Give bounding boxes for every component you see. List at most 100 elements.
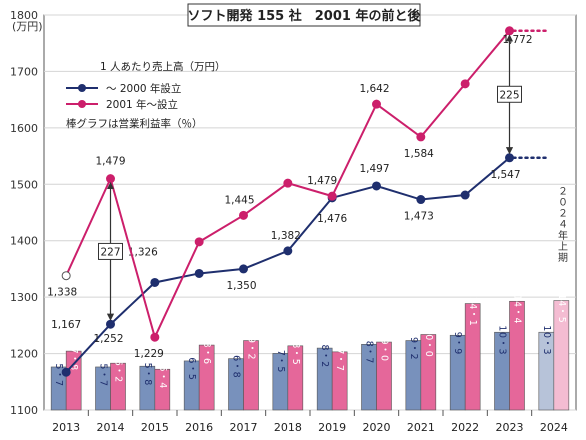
point-value-label: 1,382 [271, 230, 301, 242]
bar-value-label: 10・3 [497, 325, 508, 355]
bar [65, 350, 82, 411]
bar-value-label: 7・5 [275, 350, 286, 373]
data-point [505, 153, 514, 163]
y-unit-label: (万円) [12, 20, 43, 33]
data-point [61, 271, 71, 281]
y-tick-label: 1300 [10, 291, 38, 304]
difference-value: 227 [100, 246, 120, 258]
bar-value-label: 8・2 [319, 345, 330, 368]
point-value-label: 1,476 [317, 213, 347, 225]
bar-value-label: 5・7 [98, 363, 109, 386]
data-point [239, 264, 248, 274]
legend: 1 人あたり売上高（万円） ～ 2000 年設立 2001 年～設立 棒グラフは… [66, 60, 226, 130]
data-point [194, 268, 204, 278]
x-tick-label: 2021 [407, 421, 435, 434]
bar-value-label: 5・8 [142, 363, 153, 386]
data-point [150, 277, 160, 287]
y-tick-label: 1700 [10, 65, 38, 78]
data-point [372, 99, 381, 109]
bar [376, 341, 392, 411]
bar-value-label: 7・7 [334, 348, 345, 371]
data-point [194, 237, 204, 247]
difference-callouts: 227 225 [98, 34, 522, 321]
point-value-label: 1,338 [47, 287, 77, 299]
x-axis: 2013 2014 2015 2016 2017 2018 2019 2020 2021 2022… [52, 410, 568, 434]
bar-value-label: 5・4 [157, 366, 168, 389]
x-tick-label: 2019 [318, 421, 346, 434]
bar-value-label: 6・5 [186, 357, 197, 380]
difference-box [497, 85, 522, 103]
data-point [106, 174, 115, 184]
point-value-label: 1,547 [490, 169, 520, 181]
bar [553, 300, 570, 411]
bar-value-label: 8・5 [290, 342, 301, 365]
bar [287, 345, 304, 411]
point-value-label: 1,445 [224, 194, 254, 206]
bar-value-label: 7・8 [68, 348, 79, 371]
data-point [372, 181, 381, 191]
bar [464, 303, 481, 411]
x-tick-label: 2024 [540, 421, 568, 434]
legend-marker-post2001 [78, 100, 86, 108]
point-value-label: 1,229 [134, 348, 164, 360]
point-value-label: 1,772 [502, 34, 532, 46]
difference-value: 225 [499, 89, 519, 101]
bar-value-label: 9・2 [408, 337, 419, 360]
bar-value-label: 9・0 [379, 339, 390, 362]
chart-title: ソフト開発 155 社 2001 年の前と後 [188, 8, 422, 24]
y-tick-label: 1800 [10, 9, 38, 22]
bar-value-label: 14・5 [556, 294, 567, 324]
bar [110, 362, 126, 411]
x-tick-label: 2014 [97, 421, 125, 434]
data-point [283, 178, 293, 188]
bar-value-label: 14・4 [512, 294, 523, 324]
data-point [460, 190, 470, 200]
bar [243, 340, 259, 411]
data-point [150, 332, 160, 342]
data-point [239, 210, 248, 220]
y-tick-label: 1400 [10, 235, 38, 248]
point-value-label: 1,350 [226, 280, 256, 292]
x-tick-label: 2015 [141, 421, 169, 434]
legend-marker-pre2000 [78, 84, 86, 92]
data-point [416, 195, 426, 205]
point-value-label: 1,326 [128, 246, 158, 258]
point-value-label: 1,167 [51, 319, 81, 331]
data-point [327, 191, 337, 201]
bar-value-label: 6・2 [113, 360, 124, 383]
x-tick-label: 2022 [451, 421, 479, 434]
x-tick-label: 2018 [274, 421, 302, 434]
bar [509, 300, 525, 411]
plot-frame [43, 14, 577, 411]
y-tick-label: 1500 [10, 178, 38, 191]
bars-layer: 5・7 5・7 5・8 6・5 6・8 7・5 8・2 8・7 9・2 9・9 10・3 10・3 7・… [50, 294, 570, 411]
point-value-label: 1,479 [95, 156, 125, 168]
y-tick-label: 1100 [10, 404, 38, 417]
point-value-label: 1,479 [307, 175, 337, 187]
bar [331, 351, 348, 411]
point-value-label: 1,584 [404, 148, 434, 160]
point-value-label: 1,473 [404, 211, 434, 223]
bar-value-label: 5・7 [53, 363, 64, 386]
x-tick-label: 2023 [496, 421, 524, 434]
bar-value-label: 8・6 [201, 342, 212, 365]
bar-value-label: 10・0 [423, 328, 434, 358]
point-value-label: 1,642 [359, 83, 389, 95]
data-point [460, 79, 470, 89]
y-tick-label: 1600 [10, 122, 38, 135]
chart-title-box: ソフト開発 155 社 2001 年の前と後 [187, 3, 422, 27]
bar [420, 334, 437, 411]
difference-box [98, 242, 123, 260]
data-point [61, 367, 71, 377]
point-value-label: 1,252 [93, 333, 123, 345]
x-tick-label: 2020 [363, 421, 391, 434]
bar [154, 368, 171, 411]
y-axis: 1100 1200 1300 1400 1500 1600 1700 1800 [10, 9, 38, 417]
bar [198, 344, 215, 411]
bar-value-label: 14・1 [467, 297, 478, 327]
x-tick-label: 2017 [230, 421, 258, 434]
x-tick-label: 2013 [52, 421, 80, 434]
data-point [106, 319, 115, 329]
bar-value-label: 6・8 [231, 355, 242, 378]
